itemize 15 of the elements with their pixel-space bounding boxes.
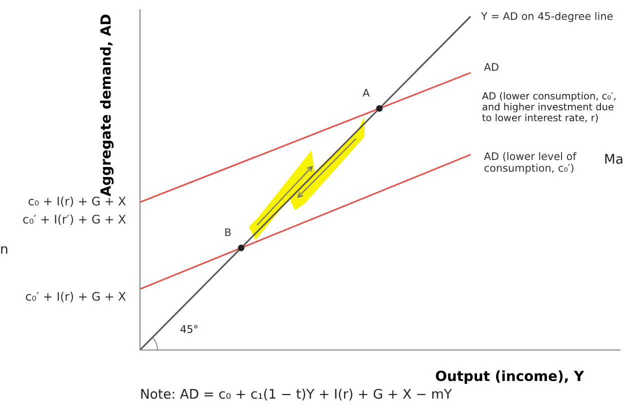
text: c₀′ + I(r) + G + X [26,292,126,302]
annotation: 45° [180,325,198,334]
y-axis-title: Aggregate demand, AD [100,14,114,196]
text: c₀ + I(r) + G + X [28,196,126,207]
annotation: AD (lower consumption, c₀′, and higher investment due to lower interest rate, r) [482,92,616,122]
annotation: B [225,228,231,236]
x-axis-title: Output (income), Y [436,370,584,384]
annotation: Ma [605,154,622,164]
annotation: A [362,88,370,97]
series-label: AD (lower level of consumption, c₀′) [484,152,577,174]
series-label: Y = AD on 45-degree line [481,12,613,22]
text: n [1,246,8,254]
series-label: AD [484,63,498,71]
text: Note: AD = c₀ + c₁(1 − t)Y + I(r) + G + X − mY [141,388,452,400]
text: c₀′ + I(r′) + G + X [23,214,126,226]
